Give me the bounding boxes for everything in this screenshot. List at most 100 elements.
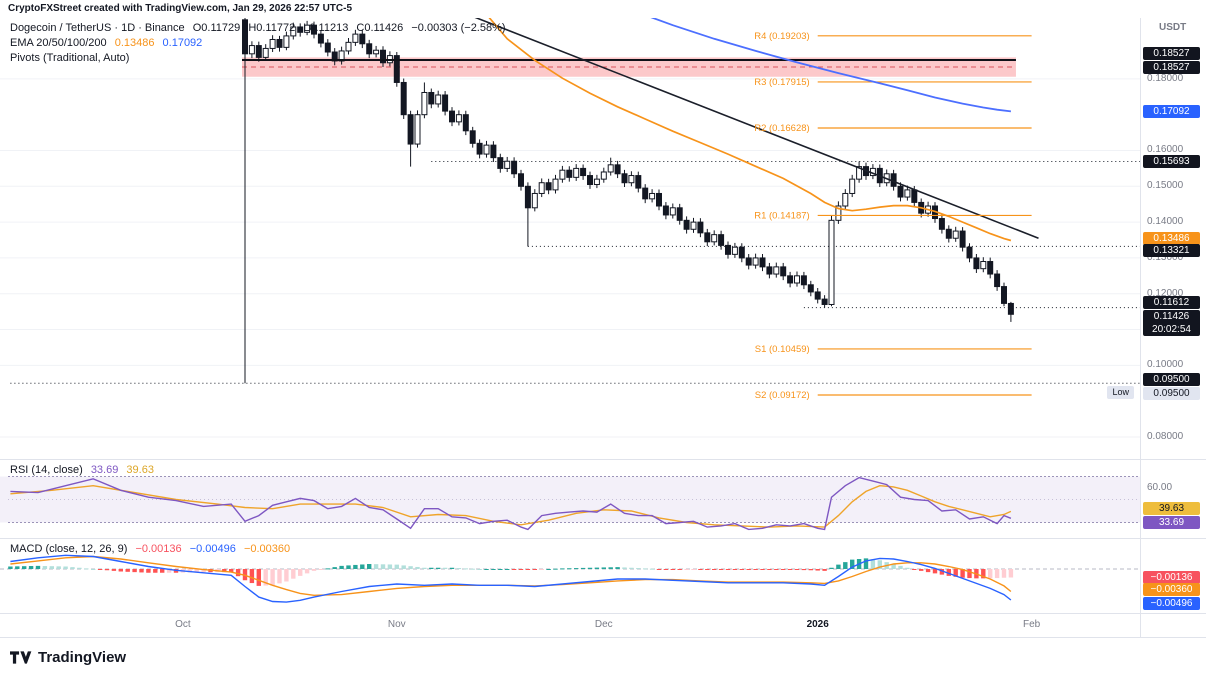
candle	[959, 227, 966, 252]
macd-label[interactable]: MACD (close, 12, 26, 9)	[10, 543, 128, 555]
candle	[359, 30, 366, 49]
macd-legend[interactable]: MACD (close, 12, 26, 9) −0.00136 −0.0049…	[10, 542, 295, 557]
price-level-badge: 0.18527	[1143, 46, 1200, 60]
pivot-label: R4 (0.19203)	[754, 31, 809, 42]
pivot-label: R1 (0.14187)	[754, 210, 809, 221]
candle	[794, 271, 800, 287]
time-axis-label: 2026	[806, 619, 829, 630]
candle	[504, 156, 511, 172]
candle	[511, 157, 518, 179]
price-pane[interactable]: R4 (0.19203) R3 (0.17915) R2 (0.16628) R1 (…	[0, 18, 1140, 459]
candle	[614, 160, 621, 179]
time-axis-label: Dec	[594, 619, 613, 630]
candle	[966, 243, 973, 263]
resistance-zone	[242, 57, 1016, 77]
price-axis-label: 0.14000	[1147, 216, 1184, 228]
candle	[600, 167, 607, 183]
candle	[283, 31, 290, 51]
macd-pane[interactable]	[0, 539, 1140, 613]
candle	[538, 178, 545, 198]
pivots-label[interactable]: Pivots (Traditional, Auto)	[10, 52, 130, 64]
candle	[531, 189, 538, 212]
low-marker-chip: Low	[1107, 386, 1134, 399]
candle	[276, 35, 283, 52]
candle	[690, 217, 697, 233]
candle	[352, 29, 359, 46]
candle	[766, 262, 773, 279]
candle	[518, 169, 524, 191]
candle	[745, 253, 752, 270]
candle	[642, 184, 649, 204]
candle	[704, 228, 711, 247]
macd-value-badge: −0.00360	[1143, 583, 1200, 596]
candle	[497, 153, 504, 173]
rsi-legend[interactable]: RSI (14, close) 33.69 39.63	[10, 463, 159, 478]
candle	[787, 271, 794, 288]
pivot-levels: R4 (0.19203) R3 (0.17915) R2 (0.16628) R1 (…	[754, 31, 1032, 401]
candle	[580, 164, 587, 180]
rsi-axis-label: 60.00	[1147, 482, 1173, 493]
candle	[407, 110, 414, 167]
candle	[421, 82, 428, 119]
candle	[842, 189, 849, 210]
main-legend[interactable]: Dogecoin / TetherUS · 1D · Binance O0.11…	[10, 21, 511, 66]
candle	[711, 230, 718, 246]
candle	[649, 189, 656, 203]
candle	[759, 253, 766, 272]
rsi-canvas	[0, 476, 1140, 531]
candle	[380, 46, 386, 68]
candle	[669, 203, 676, 219]
price-scale[interactable]: USDT 0.18000 0.16000 0.15000 0.14000 0.13000…	[1141, 0, 1206, 638]
rsi-label[interactable]: RSI (14, close)	[10, 464, 83, 476]
descending-trendline[interactable]	[466, 18, 1039, 239]
rsi-value: 33.69	[90, 464, 119, 476]
candle	[297, 23, 304, 37]
symbol-legend-row[interactable]: Dogecoin / TetherUS · 1D · Binance O0.11…	[10, 21, 511, 36]
rsi-pane[interactable]	[0, 460, 1140, 538]
candle	[476, 139, 483, 159]
candle	[545, 178, 552, 195]
ema-slow-line	[650, 18, 1012, 113]
symbol-title[interactable]: Dogecoin / TetherUS · 1D · Binance	[10, 22, 185, 34]
ema-legend-row[interactable]: EMA 20/50/100/200 0.13486 0.17092	[10, 36, 511, 51]
pane-separator[interactable]	[0, 459, 1206, 460]
candle	[973, 253, 980, 273]
tradingview-logo[interactable]: TradingView	[10, 647, 126, 668]
pivots-legend-row[interactable]: Pivots (Traditional, Auto)	[10, 51, 511, 66]
pivot-label: S1 (0.10459)	[755, 344, 810, 355]
candle	[683, 216, 690, 234]
candle	[324, 39, 331, 57]
change-value: −0.00303 (−2.58%)	[411, 22, 506, 34]
candle	[593, 174, 600, 189]
candle	[566, 166, 573, 182]
price-level-badge: 0.17092	[1143, 104, 1200, 118]
candle	[987, 257, 994, 279]
bar-countdown: 20:02:54	[1152, 324, 1191, 336]
price-axis-label: 0.16000	[1147, 144, 1184, 156]
candle	[676, 203, 683, 225]
ohlc-low: L0.11213	[303, 22, 349, 34]
candle	[304, 20, 311, 36]
candle	[869, 164, 876, 180]
pane-separator[interactable]	[0, 538, 1206, 539]
price-axis-label: 0.10000	[1147, 359, 1184, 371]
candle	[290, 22, 297, 40]
candle	[897, 182, 904, 202]
macd-histogram	[8, 558, 1014, 586]
candle	[449, 107, 455, 127]
pivot-label: S2 (0.09172)	[755, 390, 810, 401]
ema-label[interactable]: EMA 20/50/100/200	[10, 37, 107, 49]
last-price-badge: 0.11426 20:02:54	[1143, 310, 1200, 337]
price-axis-label: 0.12000	[1147, 287, 1184, 299]
candle	[814, 288, 821, 304]
price-axis-label: 0.15000	[1147, 180, 1184, 192]
pane-separator[interactable]	[0, 613, 1206, 614]
candle	[1007, 301, 1014, 322]
macd-value-badge: −0.00136	[1143, 571, 1200, 584]
candle	[752, 253, 759, 269]
candle	[373, 45, 380, 58]
time-scale[interactable]: Oct Nov Dec 2026 Feb	[0, 614, 1140, 637]
candle	[414, 110, 421, 148]
low-price-badge: 0.09500	[1143, 386, 1200, 400]
